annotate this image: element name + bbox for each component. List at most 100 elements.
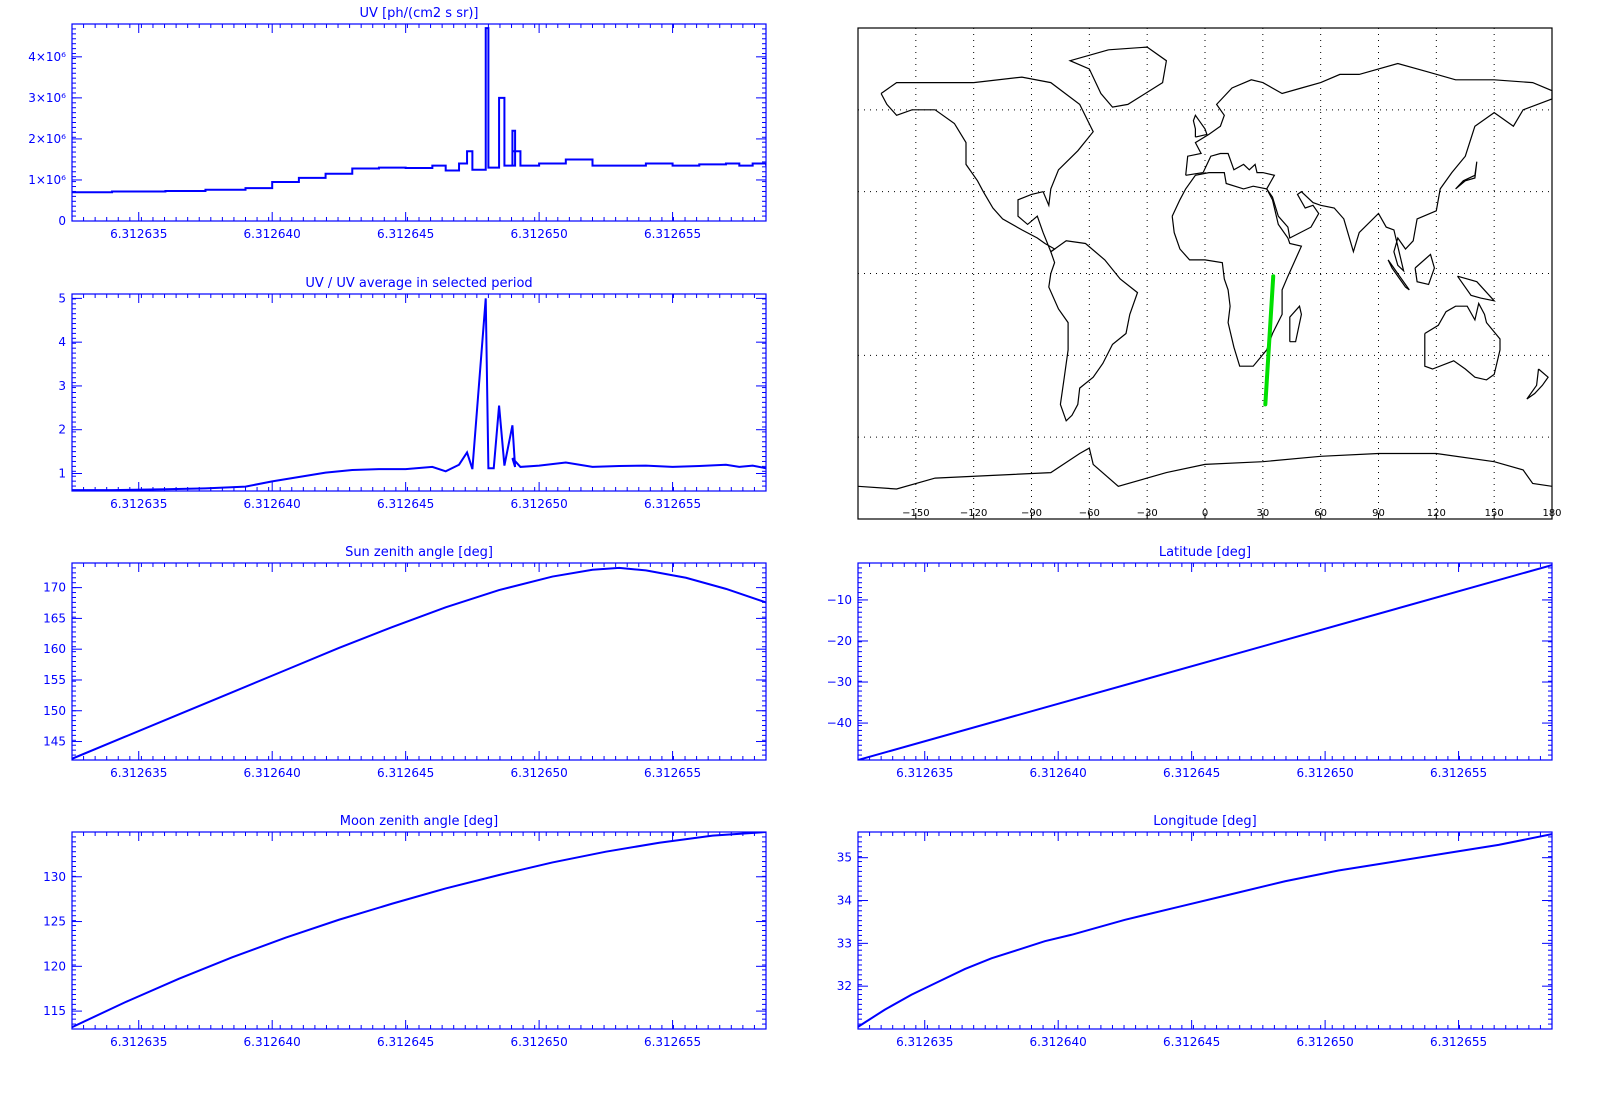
coastline-north-america: [880, 76, 1094, 253]
x-tick-label: 6.312645: [377, 497, 434, 511]
map-x-tick-label: 0: [1202, 508, 1208, 519]
coastline-new-guinea: [1457, 275, 1496, 302]
x-tick-label: 6.312640: [244, 766, 301, 780]
chart-uv: UV [ph/(cm2 s sr)] 6.312635 6.312640 6.3126…: [28, 6, 767, 241]
y-tick-label: 1×10⁶: [28, 173, 66, 187]
x-tick-label: 6.312635: [896, 1035, 953, 1049]
y-tick-label: 2×10⁶: [28, 132, 66, 146]
y-tick-label: 170: [43, 581, 66, 595]
y-tick-label: −40: [827, 716, 852, 730]
y-tick-label: −10: [827, 593, 852, 607]
plot-frame: [71, 562, 767, 761]
map-x-tick-label: 60: [1314, 508, 1327, 519]
x-tick-label: 6.312640: [244, 497, 301, 511]
coastline-antarctica: [857, 447, 1553, 490]
y-tick-label: 2: [58, 423, 66, 437]
chart-lon: Longitude [deg] 6.312635 6.312640 6.312645 6…: [837, 814, 1553, 1049]
y-tick-label: 34: [837, 894, 852, 908]
x-tick-label: 6.312650: [1296, 1035, 1353, 1049]
map-frame: [857, 27, 1553, 520]
x-tick-label: 6.312635: [110, 497, 167, 511]
x-tick-label: 6.312655: [1430, 766, 1487, 780]
chart-ratio: UV / UV average in selected period 6.3126…: [58, 276, 767, 511]
map-x-tick-label: 120: [1427, 508, 1446, 519]
y-tick-label: 125: [43, 915, 66, 929]
x-tick-label: 6.312645: [1163, 766, 1220, 780]
y-tick-label: 145: [43, 735, 66, 749]
series-line: [72, 566, 766, 760]
plot-frame: [857, 831, 1553, 1030]
x-tick-label: 6.312635: [110, 1035, 167, 1049]
y-tick-label: −20: [827, 634, 852, 648]
y-tick-label: 4: [58, 335, 66, 349]
y-tick-label: 160: [43, 642, 66, 656]
coastline-eurasia: [1185, 62, 1553, 273]
x-tick-label: 6.312635: [110, 766, 167, 780]
x-tick-label: 6.312655: [644, 766, 701, 780]
y-tick-label: 35: [837, 851, 852, 865]
chart-title: UV [ph/(cm2 s sr)]: [360, 6, 479, 21]
x-tick-label: 6.312655: [644, 497, 701, 511]
map-x-tick-label: −60: [1079, 508, 1100, 519]
map-x-tick-label: 180: [1542, 508, 1561, 519]
series-line: [72, 298, 766, 491]
x-tick-label: 6.312650: [510, 1035, 567, 1049]
map-x-tick-label: 30: [1256, 508, 1269, 519]
x-tick-label: 6.312640: [1030, 1035, 1087, 1049]
x-tick-label: 6.312650: [510, 227, 567, 241]
x-tick-label: 6.312640: [244, 227, 301, 241]
coastline-south-america: [1048, 240, 1139, 422]
x-tick-label: 6.312640: [244, 1035, 301, 1049]
y-tick-label: 0: [58, 214, 66, 228]
chart-moon: Moon zenith angle [deg] 6.312635 6.312640 6…: [43, 814, 767, 1049]
chart-lat: Latitude [deg] 6.312635 6.312640 6.312645 6.…: [827, 545, 1553, 780]
y-tick-label: 3: [58, 379, 66, 393]
x-tick-label: 6.312645: [377, 766, 434, 780]
y-tick-label: 5: [58, 291, 66, 305]
coastline-madagascar: [1289, 304, 1303, 343]
x-tick-label: 6.312655: [1430, 1035, 1487, 1049]
map-x-tick-label: 150: [1485, 508, 1504, 519]
y-tick-label: 4×10⁶: [28, 50, 66, 64]
x-tick-label: 6.312645: [1163, 1035, 1220, 1049]
y-tick-label: 33: [837, 936, 852, 950]
coastline-britain: [1192, 114, 1208, 138]
x-tick-label: 6.312655: [644, 227, 701, 241]
y-tick-label: 115: [43, 1004, 66, 1018]
chart-title: Sun zenith angle [deg]: [345, 545, 493, 560]
coastline-sumatra: [1387, 259, 1410, 291]
y-tick-label: 3×10⁶: [28, 91, 66, 105]
map-x-tick-label: −150: [902, 508, 929, 519]
coastline-africa: [1171, 172, 1303, 367]
y-tick-label: 150: [43, 704, 66, 718]
series-line: [72, 27, 766, 194]
chart-title: Longitude [deg]: [1153, 814, 1256, 829]
x-tick-label: 6.312655: [644, 1035, 701, 1049]
x-tick-label: 6.312635: [110, 227, 167, 241]
coastline-greenland: [1068, 46, 1168, 108]
x-tick-label: 6.312635: [896, 766, 953, 780]
y-tick-label: 130: [43, 870, 66, 884]
y-tick-label: 120: [43, 959, 66, 973]
y-tick-label: 165: [43, 611, 66, 625]
plot-frame: [857, 562, 1553, 761]
x-tick-label: 6.312640: [1030, 766, 1087, 780]
plot-frame: [71, 831, 767, 1030]
y-tick-label: −30: [827, 675, 852, 689]
coastline-new-zealand: [1526, 368, 1549, 400]
y-tick-label: 32: [837, 979, 852, 993]
x-tick-label: 6.312650: [1296, 766, 1353, 780]
coastline-australia: [1424, 301, 1501, 381]
map-x-tick-label: 90: [1372, 508, 1385, 519]
satellite-track: [1263, 274, 1276, 407]
x-tick-label: 6.312645: [377, 1035, 434, 1049]
x-tick-label: 6.312650: [510, 497, 567, 511]
world-map: −150 −120 −90 −60 −30 0 30 60 90 120 150 180: [857, 27, 1562, 520]
coastline-japan: [1455, 161, 1478, 190]
series-line: [858, 833, 1552, 1028]
chart-title: Latitude [deg]: [1159, 545, 1251, 560]
x-tick-label: 6.312650: [510, 766, 567, 780]
plot-frame: [71, 23, 767, 222]
series-line: [72, 832, 766, 1029]
coastline-borneo: [1414, 253, 1436, 286]
